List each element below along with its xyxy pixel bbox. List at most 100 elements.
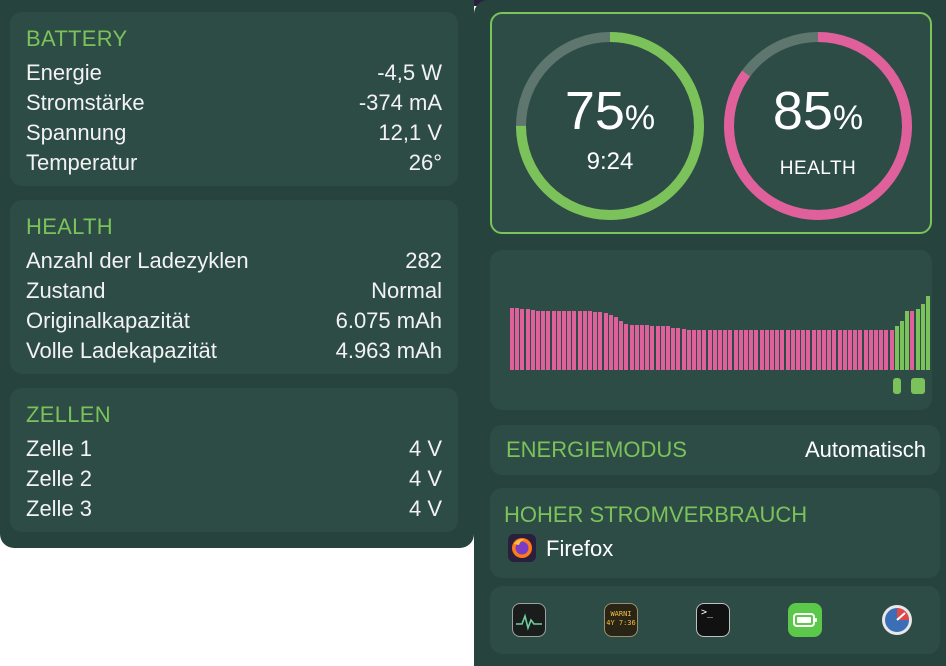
row-value: -4,5 W: [377, 60, 442, 85]
history-bar: [707, 330, 712, 370]
row-label: Zelle 1: [26, 436, 93, 461]
health-row-cycles: Anzahl der Ladezyklen 282: [26, 248, 442, 278]
history-bar: [697, 330, 702, 370]
health-label: HEALTH: [779, 158, 857, 179]
history-bar: [770, 330, 774, 370]
health-row-full-capacity: Volle Ladekapazität 4.963 mAh: [26, 338, 442, 368]
history-bar: [588, 310, 592, 370]
charge-percent: 75%: [512, 80, 708, 142]
history-bar: [593, 311, 598, 370]
charge-ring-icon: [516, 32, 704, 220]
history-bar: [910, 310, 915, 370]
history-bar: [837, 330, 842, 370]
history-bar: [702, 330, 707, 370]
battery-row-energy: Energie -4,5 W: [26, 60, 442, 90]
history-bar: [874, 330, 878, 370]
history-bar: [894, 326, 899, 370]
battery-row-voltage: Spannung 12,1 V: [26, 120, 442, 150]
history-bar: [666, 326, 670, 370]
history-bar: [577, 310, 582, 370]
history-bar: [858, 330, 863, 370]
battery-row-current: Stromstärke -374 mA: [26, 90, 442, 120]
speedometer-glyph-icon: [882, 605, 912, 635]
history-bar: [562, 310, 566, 370]
row-label: Zelle 2: [26, 466, 93, 491]
row-value: 4.963 mAh: [335, 338, 442, 363]
history-bar: [692, 330, 696, 370]
history-bar: [744, 330, 748, 370]
health-value: 85: [772, 81, 833, 141]
history-bar: [749, 330, 754, 370]
history-bar: [582, 310, 587, 370]
energy-mode-card[interactable]: ENERGIEMODUS Automatisch: [490, 425, 940, 475]
history-bar: [926, 296, 930, 370]
history-bar: [905, 310, 910, 370]
cells-title: ZELLEN: [26, 402, 111, 427]
history-bar: [619, 321, 624, 370]
battery-row-temperature: Temperatur 26°: [26, 150, 442, 180]
history-bar: [811, 330, 816, 370]
history-bar: [541, 310, 546, 370]
charging-marker: [910, 378, 925, 394]
history-bar: [572, 310, 577, 370]
history-bar: [728, 330, 733, 370]
gauges-card[interactable]: 75% 9:24 85% HEALTH: [490, 12, 932, 234]
time-remaining: 9:24: [586, 148, 634, 175]
energy-mode-value[interactable]: Automatisch: [804, 437, 926, 462]
health-row-condition: Zustand Normal: [26, 278, 442, 308]
history-bar: [650, 326, 655, 370]
charge-unit: %: [624, 99, 656, 137]
battery-title: BATTERY: [26, 26, 128, 51]
history-bar: [816, 330, 821, 370]
history-bar: [530, 310, 535, 370]
activity-graph-icon: [516, 613, 542, 631]
health-percent: 85%: [720, 80, 916, 142]
row-label: Stromstärke: [26, 90, 145, 115]
row-value: 4 V: [408, 496, 442, 521]
firefox-icon: [508, 534, 536, 562]
console-icon-text: WARNI 4Y 7:36: [606, 610, 636, 627]
health-gauge: 85% HEALTH: [720, 28, 916, 224]
battery-app-icon[interactable]: [788, 603, 822, 637]
history-bar: [915, 309, 920, 370]
row-label: Anzahl der Ladezyklen: [26, 248, 249, 273]
history-bar: [848, 330, 852, 370]
history-bar: [515, 308, 520, 370]
row-value: 12,1 V: [378, 120, 442, 145]
history-bar: [624, 323, 629, 370]
history-bar: [629, 325, 634, 370]
history-bar: [775, 330, 780, 370]
row-value: Normal: [371, 278, 442, 303]
history-bar: [868, 330, 873, 370]
history-bar: [567, 310, 572, 370]
speedometer-icon[interactable]: [880, 603, 914, 637]
row-value: 6.075 mAh: [335, 308, 442, 333]
health-row-design-capacity: Originalkapazität 6.075 mAh: [26, 308, 442, 338]
row-label: Energie: [26, 60, 102, 85]
history-bar: [718, 330, 722, 370]
history-bar: [900, 321, 904, 370]
row-label: Volle Ladekapazität: [26, 338, 217, 363]
activity-monitor-icon[interactable]: [512, 603, 546, 637]
history-bar: [640, 325, 644, 370]
row-value: 282: [405, 248, 442, 273]
history-bar: [536, 310, 540, 370]
history-bar: [655, 326, 660, 370]
health-title: HEALTH: [26, 214, 113, 239]
history-bar: [546, 310, 551, 370]
high-usage-title: HOHER STROMVERBRAUCH: [504, 502, 808, 527]
history-bar: [842, 330, 847, 370]
row-label: Spannung: [26, 120, 127, 145]
console-icon[interactable]: WARNI 4Y 7:36: [604, 603, 638, 637]
history-bar: [681, 329, 686, 370]
history-bar: [556, 310, 561, 370]
history-bar: [671, 327, 676, 370]
history-bar: [738, 330, 743, 370]
battery-history-chart[interactable]: [490, 250, 932, 410]
history-bar: [832, 330, 837, 370]
terminal-icon[interactable]: >_: [696, 603, 730, 637]
history-bar: [754, 330, 759, 370]
history-bar: [780, 330, 785, 370]
charge-value: 75: [564, 81, 625, 141]
history-markers: [510, 378, 930, 394]
